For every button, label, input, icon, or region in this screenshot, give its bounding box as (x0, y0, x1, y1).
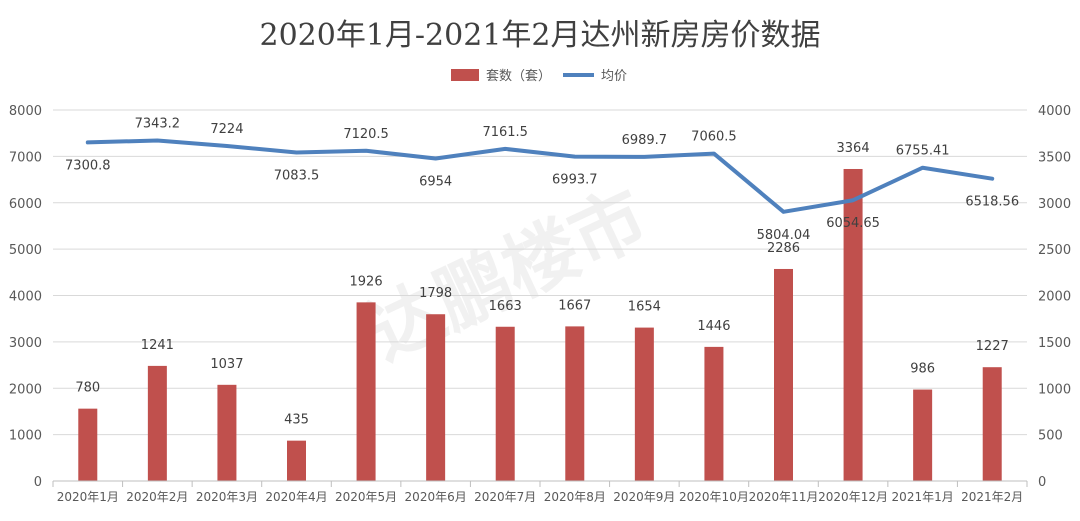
y-right-tick-label: 3000 (1038, 197, 1071, 212)
x-category-label: 2020年3月 (196, 490, 258, 504)
y-right-tick-label: 0 (1038, 475, 1046, 490)
line-data-label: 6989.7 (622, 133, 668, 148)
x-category-label: 2021年1月 (892, 490, 954, 504)
x-category-label: 2020年5月 (335, 490, 397, 504)
x-category-label: 2020年6月 (405, 490, 467, 504)
legend: 套数（套） 均价 (451, 68, 627, 84)
line-data-label: 6755.41 (896, 144, 950, 159)
y-left-tick-label: 2000 (9, 382, 42, 397)
y-right-tick-label: 3500 (1038, 150, 1071, 165)
x-category-label: 2021年2月 (961, 490, 1023, 504)
bar (217, 384, 237, 481)
line-data-label: 5804.04 (757, 228, 811, 243)
bar (913, 389, 933, 481)
bar (982, 367, 1002, 481)
legend-swatch-bars (451, 69, 479, 81)
legend-label-line: 均价 (601, 69, 627, 84)
line-data-label: 7161.5 (482, 125, 528, 140)
bar-series (78, 168, 1002, 481)
y-left-tick-label: 7000 (9, 150, 42, 165)
y-left-tick-label: 4000 (9, 290, 42, 305)
bar-data-label: 1654 (628, 300, 661, 315)
line-data-label: 6993.7 (552, 173, 598, 188)
line-series-path (85, 138, 995, 214)
bar (287, 440, 306, 481)
bar (704, 346, 724, 481)
bar-data-label: 1798 (419, 286, 452, 301)
data-labels: 780 1241 1037 435 1926 1798 1663 1667 1654 1446 22… (65, 116, 1019, 427)
bar-data-label: 2286 (767, 241, 800, 256)
y-right-tick-label: 2500 (1038, 243, 1071, 258)
bar-data-label: 3364 (837, 141, 870, 156)
bar (843, 168, 863, 481)
x-category-label: 2020年10月 (679, 490, 749, 504)
bar-data-label: 1663 (489, 299, 522, 314)
line-data-label: 7083.5 (274, 169, 320, 184)
bar (774, 268, 793, 481)
line-data-label: 6954 (419, 175, 452, 190)
bar-data-label: 1926 (350, 274, 383, 289)
bar-data-label: 780 (75, 381, 100, 396)
x-category-label: 2020年7月 (474, 490, 536, 504)
x-category-label: 2020年4月 (265, 490, 327, 504)
line-data-label: 7343.2 (135, 116, 181, 131)
y-left-tick-label: 8000 (9, 104, 42, 119)
bar (78, 408, 98, 481)
line-series (85, 138, 995, 214)
y-left-tick-label: 3000 (9, 336, 42, 351)
x-category-label: 2020年1月 (57, 490, 119, 504)
bar (565, 326, 585, 481)
legend-label-bars: 套数（套） (486, 68, 551, 84)
line-data-label: 7300.8 (65, 158, 111, 173)
y-left-tick-label: 0 (34, 475, 42, 490)
y-left-tick-label: 1000 (9, 429, 42, 444)
line-data-label: 6054.65 (826, 216, 880, 231)
line-data-label: 6518.56 (965, 195, 1019, 210)
bar-data-label: 435 (284, 413, 309, 428)
line-data-label: 7120.5 (343, 127, 389, 142)
bar-data-label: 1241 (141, 338, 174, 353)
bar-data-label: 1227 (976, 339, 1009, 354)
chart-title: 2020年1月-2021年2月达州新房房价数据 (259, 18, 820, 53)
x-category-label: 2020年12月 (818, 490, 888, 504)
line-data-label: 7224 (210, 122, 243, 137)
bar-data-label: 986 (910, 362, 935, 377)
bar (356, 302, 376, 481)
bar (634, 327, 654, 481)
y-right-tick-label: 1000 (1038, 382, 1071, 397)
y-right-tick-label: 500 (1038, 429, 1063, 444)
bar-data-label: 1446 (697, 319, 730, 334)
gridlines (53, 109, 1027, 436)
axes: 0 1000 2000 3000 4000 5000 6000 7000 8000 0 500 100… (9, 104, 1071, 504)
y-right-tick-label: 4000 (1038, 104, 1071, 119)
y-right-tick-label: 2000 (1038, 290, 1071, 305)
bar (147, 365, 167, 481)
bar (495, 326, 515, 481)
line-data-label: 7060.5 (691, 130, 737, 145)
x-category-label: 2020年11月 (749, 490, 819, 504)
x-category-label: 2020年8月 (544, 490, 606, 504)
x-category-label: 2020年9月 (613, 490, 675, 504)
y-left-tick-label: 6000 (9, 197, 42, 212)
bar-data-label: 1037 (210, 357, 243, 372)
y-right-tick-label: 1500 (1038, 336, 1071, 351)
y-left-tick-label: 5000 (9, 243, 42, 258)
x-category-label: 2020年2月 (126, 490, 188, 504)
bar (426, 314, 446, 481)
bar-data-label: 1667 (558, 298, 591, 313)
